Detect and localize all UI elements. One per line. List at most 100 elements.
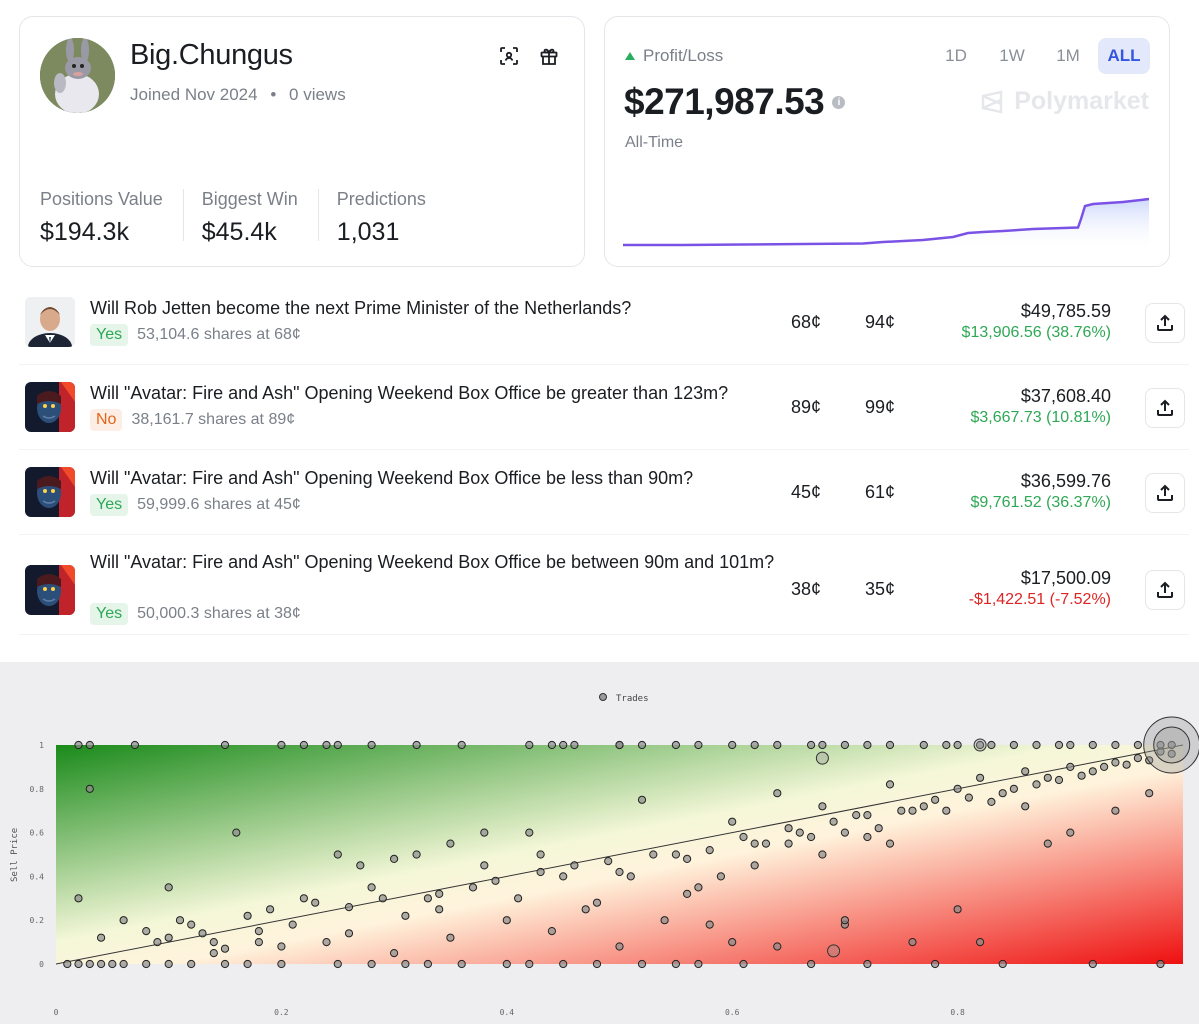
trade-point[interactable] xyxy=(525,828,534,837)
trade-point[interactable] xyxy=(187,920,196,929)
trade-point[interactable] xyxy=(773,740,782,750)
trade-point[interactable] xyxy=(378,894,387,903)
trade-point[interactable] xyxy=(761,839,771,848)
trade-point[interactable] xyxy=(998,789,1007,798)
position-row[interactable]: Will "Avatar: Fire and Ash" Opening Week… xyxy=(19,535,1189,635)
trade-point[interactable] xyxy=(931,959,940,969)
trade-point[interactable] xyxy=(514,894,523,903)
trade-point[interactable] xyxy=(953,740,962,750)
trade-point[interactable] xyxy=(671,740,681,750)
trade-point[interactable] xyxy=(367,959,376,969)
trade-point[interactable] xyxy=(863,740,872,750)
trade-point[interactable] xyxy=(311,898,320,907)
trade-point[interactable] xyxy=(85,740,94,750)
trade-point[interactable] xyxy=(390,949,399,958)
trade-point[interactable] xyxy=(1145,789,1154,798)
trade-point[interactable] xyxy=(1156,747,1165,756)
trade-point[interactable] xyxy=(976,740,985,750)
trade-point[interactable] xyxy=(63,959,72,969)
trade-point[interactable] xyxy=(626,872,635,881)
trade-point[interactable] xyxy=(209,949,218,958)
trade-point[interactable] xyxy=(536,867,545,877)
trade-point[interactable] xyxy=(919,740,928,750)
trade-point[interactable] xyxy=(671,959,681,969)
trade-point[interactable] xyxy=(863,832,872,842)
trade-point[interactable] xyxy=(559,740,568,750)
trade-point[interactable] xyxy=(942,740,951,750)
trade-point[interactable] xyxy=(164,883,173,892)
trade-point[interactable] xyxy=(592,898,602,907)
trade-point[interactable] xyxy=(547,927,557,936)
trade-point[interactable] xyxy=(401,959,410,969)
trade-point[interactable] xyxy=(1009,740,1019,750)
trade-point[interactable] xyxy=(367,883,376,892)
trade-point[interactable] xyxy=(964,793,974,802)
trade-point[interactable] xyxy=(1043,839,1052,848)
trade-point[interactable] xyxy=(671,850,681,859)
trade-point[interactable] xyxy=(987,740,996,750)
trade-point[interactable] xyxy=(457,740,466,750)
trade-point[interactable] xyxy=(818,802,827,811)
trade-point[interactable] xyxy=(998,959,1007,969)
share-button[interactable] xyxy=(1145,473,1185,513)
trade-point[interactable] xyxy=(931,795,940,804)
gift-icon[interactable] xyxy=(538,45,560,67)
trade-point[interactable] xyxy=(908,806,917,815)
trade-point[interactable] xyxy=(480,828,489,837)
position-row[interactable]: Will "Avatar: Fire and Ash" Opening Week… xyxy=(19,365,1189,450)
trade-point[interactable] xyxy=(1066,762,1075,772)
trade-point[interactable] xyxy=(637,740,647,750)
trade-point[interactable] xyxy=(716,872,726,881)
trade-point[interactable] xyxy=(446,933,455,942)
share-button[interactable] xyxy=(1145,388,1185,428)
trade-point[interactable] xyxy=(705,920,714,929)
trade-point[interactable] xyxy=(559,872,568,881)
trade-point[interactable] xyxy=(840,828,850,837)
trade-point[interactable] xyxy=(525,740,534,750)
trade-point[interactable] xyxy=(807,832,816,842)
trade-point[interactable] xyxy=(502,916,511,925)
trade-point[interactable] xyxy=(773,789,782,798)
trade-point[interactable] xyxy=(773,942,782,951)
trade-point[interactable] xyxy=(874,824,883,833)
trade-point[interactable] xyxy=(277,740,286,750)
position-row[interactable]: Will "Avatar: Fire and Ash" Opening Week… xyxy=(19,450,1189,535)
trade-point[interactable] xyxy=(480,861,489,870)
trade-point[interactable] xyxy=(1133,754,1143,763)
trade-point[interactable] xyxy=(694,883,703,892)
trade-point[interactable] xyxy=(592,959,602,969)
market-title[interactable]: Will "Avatar: Fire and Ash" Opening Week… xyxy=(90,468,694,488)
trade-point[interactable] xyxy=(976,938,985,947)
trade-point[interactable] xyxy=(1054,740,1064,750)
trade-point[interactable] xyxy=(728,817,737,826)
trade-point[interactable] xyxy=(220,740,230,750)
trade-point[interactable] xyxy=(885,839,895,848)
trade-point[interactable] xyxy=(85,959,94,969)
trade-point[interactable] xyxy=(390,854,399,863)
trade-point[interactable] xyxy=(1032,740,1041,750)
trade-point[interactable] xyxy=(728,938,737,947)
trade-point[interactable] xyxy=(401,911,410,920)
trade-point[interactable] xyxy=(423,959,432,969)
trade-point[interactable] xyxy=(885,740,895,750)
trade-point[interactable] xyxy=(85,784,94,793)
trade-point[interactable] xyxy=(277,959,286,969)
trade-point[interactable] xyxy=(1009,784,1019,793)
trade-point[interactable] xyxy=(1088,740,1097,750)
trade-point[interactable] xyxy=(333,850,342,859)
trade-point[interactable] xyxy=(142,959,151,969)
trade-point[interactable] xyxy=(637,795,647,804)
trade-point[interactable] xyxy=(694,959,703,969)
trade-point[interactable] xyxy=(694,740,703,750)
trade-point[interactable] xyxy=(818,850,827,859)
position-row[interactable]: Will Rob Jetten become the next Prime Mi… xyxy=(19,280,1189,365)
trade-point[interactable] xyxy=(683,889,692,898)
trade-point[interactable] xyxy=(795,828,804,837)
trade-point[interactable] xyxy=(254,927,263,936)
trade-point[interactable] xyxy=(220,959,230,969)
trade-point[interactable] xyxy=(187,959,196,969)
trade-point[interactable] xyxy=(288,920,297,929)
trade-point[interactable] xyxy=(1077,771,1086,780)
trade-point[interactable] xyxy=(232,828,241,837)
trade-point[interactable] xyxy=(739,832,748,842)
